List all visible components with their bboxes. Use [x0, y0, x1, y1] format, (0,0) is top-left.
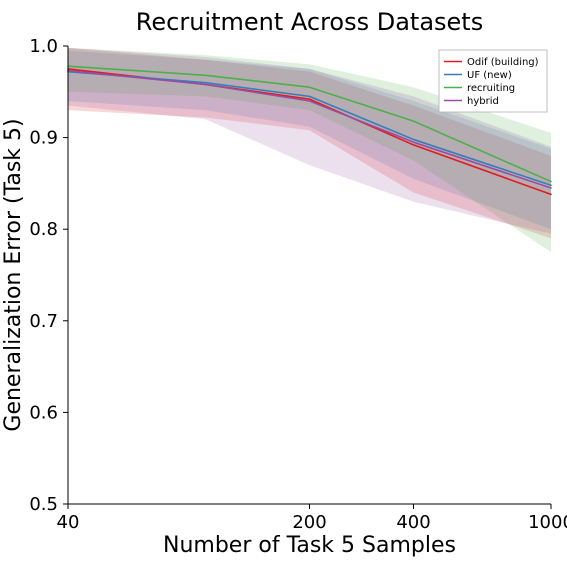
- y-tick-label: 0.9: [29, 128, 58, 149]
- x-tick-label: 400: [396, 512, 430, 533]
- x-tick-label: 1000: [528, 512, 567, 533]
- x-tick-label: 200: [292, 512, 326, 533]
- y-tick-label: 0.7: [29, 311, 58, 332]
- y-axis-label: Generalization Error (Task 5): [1, 118, 26, 431]
- legend-label: UF (new): [467, 70, 512, 81]
- y-tick-label: 1.0: [29, 36, 58, 57]
- y-tick-label: 0.6: [29, 402, 58, 423]
- legend-label: Odif (building): [467, 57, 539, 68]
- chart-container: 40 200 400 1000 0.5 0.6 0.7 0.8 0.9 1.0 Number of …: [0, 0, 567, 568]
- x-tick-label: 40: [57, 512, 80, 533]
- legend: Odif (building) UF (new) recruiting hybrid: [439, 50, 547, 112]
- y-tick-label: 0.5: [29, 494, 58, 515]
- x-axis-label: Number of Task 5 Samples: [163, 533, 456, 558]
- y-tick-label: 0.8: [29, 219, 58, 240]
- chart-title: Recruitment Across Datasets: [136, 8, 483, 36]
- legend-label: recruiting: [467, 83, 515, 94]
- legend-label: hybrid: [467, 96, 499, 107]
- recruitment-chart: 40 200 400 1000 0.5 0.6 0.7 0.8 0.9 1.0 Number of …: [0, 0, 567, 568]
